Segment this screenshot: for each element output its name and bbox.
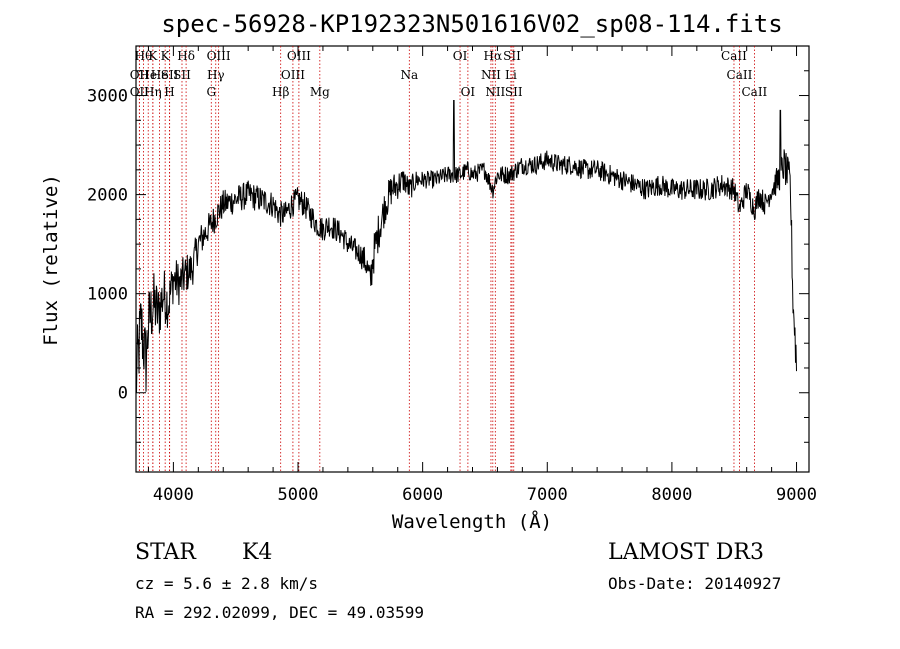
marker-label: Hβ <box>272 85 289 99</box>
marker-label: CaII <box>741 85 767 99</box>
marker-label: Mg <box>310 85 330 99</box>
coordinates-text: RA = 292.02099, DEC = 49.03599 <box>135 603 424 622</box>
x-axis-ticks: 4000 5000 6000 7000 8000 9000 <box>147 46 817 505</box>
y-tick-label: 2000 <box>87 186 128 206</box>
redshift-text: cz = 5.6 ± 2.8 km/s <box>135 574 318 593</box>
x-tick-label: 7000 <box>527 485 568 505</box>
marker-label: SII <box>503 49 521 63</box>
object-class: STAR <box>135 540 197 565</box>
line-markers: OIIOIIHθHeKHηHeKHSIIHδSIIGHγOIIIHβOIIIOI… <box>130 46 768 472</box>
x-tick-label: 4000 <box>153 485 194 505</box>
y-axis-label: Flux (relative) <box>40 174 62 346</box>
x-tick-label: 8000 <box>651 485 692 505</box>
marker-label: Hδ <box>177 49 195 63</box>
marker-label: Hη <box>144 85 162 99</box>
marker-label: Hα <box>484 49 503 63</box>
spectrum-line <box>135 100 797 394</box>
marker-label: K <box>161 49 171 63</box>
marker-label: G <box>206 85 216 99</box>
y-tick-label: 3000 <box>87 87 128 107</box>
obs-date-text: Obs-Date: 20140927 <box>608 574 781 593</box>
marker-label: SII <box>173 68 191 82</box>
marker-label: OI <box>461 85 476 99</box>
x-axis-label: Wavelength (Å) <box>392 510 552 533</box>
marker-label: CaII <box>727 68 753 82</box>
marker-label: He <box>151 68 169 82</box>
x-tick-label: 9000 <box>776 485 817 505</box>
plot-frame <box>135 45 810 473</box>
y-axis-ticks: 0 1000 2000 3000 <box>87 45 809 443</box>
marker-label: Na <box>400 68 418 82</box>
marker-label: OIII <box>207 49 231 63</box>
x-tick-label: 5000 <box>278 485 319 505</box>
marker-label: OIII <box>287 49 311 63</box>
object-subclass: K4 <box>242 540 272 565</box>
x-tick-label: 6000 <box>402 485 443 505</box>
marker-label: Hθ <box>135 49 153 63</box>
marker-label: SII <box>505 85 523 99</box>
marker-label: Li <box>505 68 517 82</box>
marker-label: K <box>148 49 158 63</box>
y-tick-label: 0 <box>118 384 128 404</box>
marker-label: NII <box>481 68 501 82</box>
y-tick-label: 1000 <box>87 285 128 305</box>
marker-label: NII <box>485 85 505 99</box>
chart-title: spec-56928-KP192323N501616V02_sp08-114.f… <box>161 10 782 38</box>
marker-label: Hγ <box>207 68 225 82</box>
marker-label: SII <box>161 68 179 82</box>
survey-label: LAMOST DR3 <box>608 540 764 565</box>
marker-label: OIII <box>281 68 305 82</box>
marker-label: CaII <box>721 49 747 63</box>
marker-label: OI <box>453 49 468 63</box>
